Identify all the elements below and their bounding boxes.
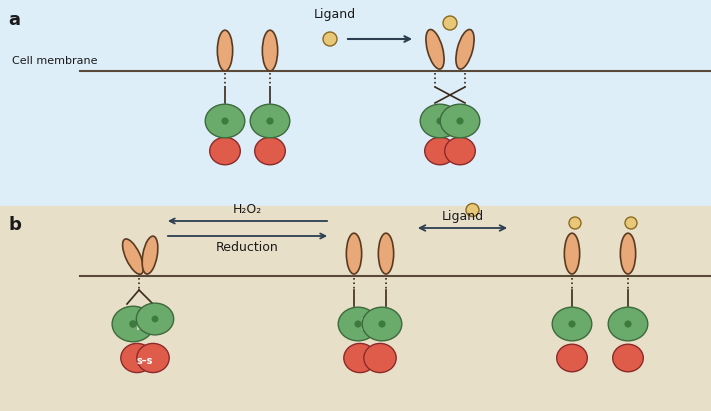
- Circle shape: [443, 16, 457, 30]
- Circle shape: [456, 118, 464, 125]
- Ellipse shape: [608, 307, 648, 341]
- Bar: [0, 206, 711, 411]
- Circle shape: [129, 320, 137, 328]
- Circle shape: [625, 217, 637, 229]
- Circle shape: [221, 118, 229, 125]
- Ellipse shape: [565, 233, 579, 274]
- Circle shape: [437, 118, 444, 125]
- Ellipse shape: [121, 344, 153, 373]
- Ellipse shape: [440, 104, 480, 138]
- FancyArrowPatch shape: [419, 225, 506, 231]
- Bar: [0, 0, 711, 206]
- Circle shape: [323, 32, 337, 46]
- Ellipse shape: [255, 137, 285, 165]
- Ellipse shape: [378, 233, 394, 274]
- Text: Ligand: Ligand: [314, 8, 356, 21]
- Ellipse shape: [444, 137, 475, 165]
- Ellipse shape: [557, 344, 587, 372]
- Ellipse shape: [456, 30, 474, 69]
- FancyArrowPatch shape: [170, 219, 327, 224]
- Ellipse shape: [137, 303, 173, 335]
- Ellipse shape: [621, 233, 636, 274]
- Ellipse shape: [338, 307, 378, 341]
- Text: b: b: [8, 216, 21, 234]
- FancyArrowPatch shape: [348, 36, 410, 42]
- Text: H₂O₂: H₂O₂: [233, 203, 262, 216]
- Text: s–s: s–s: [137, 356, 153, 366]
- Ellipse shape: [137, 344, 169, 373]
- Text: Cell membrane: Cell membrane: [12, 56, 97, 66]
- Circle shape: [378, 321, 385, 328]
- Ellipse shape: [250, 104, 290, 138]
- Circle shape: [624, 321, 631, 328]
- Ellipse shape: [122, 239, 144, 274]
- FancyArrowPatch shape: [168, 233, 325, 238]
- Text: Reduction: Reduction: [216, 241, 279, 254]
- Ellipse shape: [262, 30, 278, 71]
- Ellipse shape: [424, 137, 455, 165]
- Ellipse shape: [344, 344, 376, 373]
- Text: a: a: [8, 11, 20, 29]
- Ellipse shape: [112, 306, 154, 342]
- Ellipse shape: [613, 344, 643, 372]
- Circle shape: [267, 118, 274, 125]
- Polygon shape: [362, 318, 376, 330]
- Ellipse shape: [552, 307, 592, 341]
- Circle shape: [569, 217, 581, 229]
- Ellipse shape: [218, 30, 232, 71]
- Ellipse shape: [426, 30, 444, 69]
- Polygon shape: [137, 318, 152, 330]
- Ellipse shape: [346, 233, 362, 274]
- Ellipse shape: [142, 236, 158, 274]
- Ellipse shape: [210, 137, 240, 165]
- Circle shape: [151, 316, 159, 322]
- Ellipse shape: [364, 344, 396, 373]
- Circle shape: [466, 203, 479, 217]
- Circle shape: [568, 321, 576, 328]
- Ellipse shape: [362, 307, 402, 341]
- Text: Ligand: Ligand: [442, 210, 483, 223]
- Ellipse shape: [420, 104, 460, 138]
- Circle shape: [354, 321, 362, 328]
- Ellipse shape: [205, 104, 245, 138]
